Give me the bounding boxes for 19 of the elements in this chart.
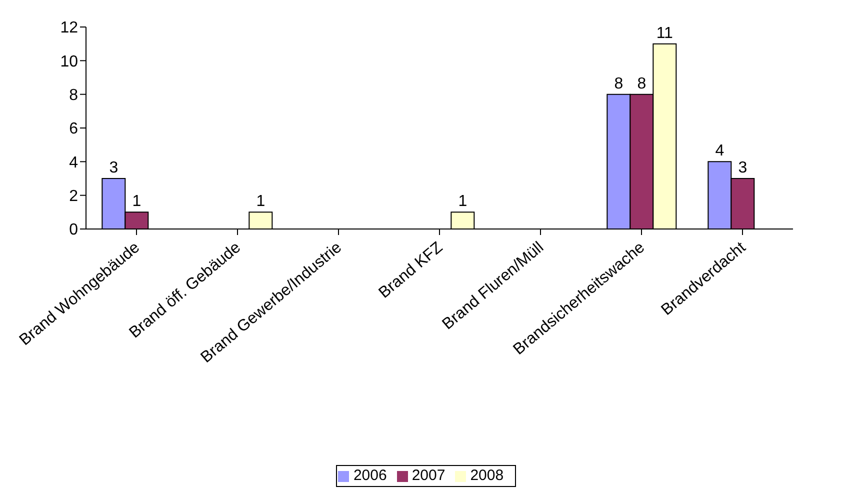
y-tick-label: 0 [69, 222, 78, 239]
data-label: 8 [614, 75, 624, 92]
legend-label: 2006 [353, 467, 387, 484]
y-tick-label: 4 [69, 154, 78, 172]
data-label: 3 [109, 160, 118, 176]
data-label: 1 [256, 193, 266, 210]
data-label: 11 [656, 24, 674, 42]
y-tick-label: 8 [69, 87, 78, 104]
data-label: 3 [738, 160, 748, 176]
data-label: 1 [132, 193, 142, 210]
data-label: 8 [637, 75, 646, 92]
y-tick-label: 10 [60, 53, 78, 70]
data-label: 4 [715, 142, 724, 160]
y-tick-label: 6 [69, 120, 78, 138]
y-tick-label: 2 [69, 188, 78, 206]
legend-label: 2007 [412, 467, 446, 484]
legend-label: 2008 [470, 467, 504, 484]
y-tick-label: 12 [60, 20, 78, 37]
data-label: 1 [458, 193, 468, 210]
